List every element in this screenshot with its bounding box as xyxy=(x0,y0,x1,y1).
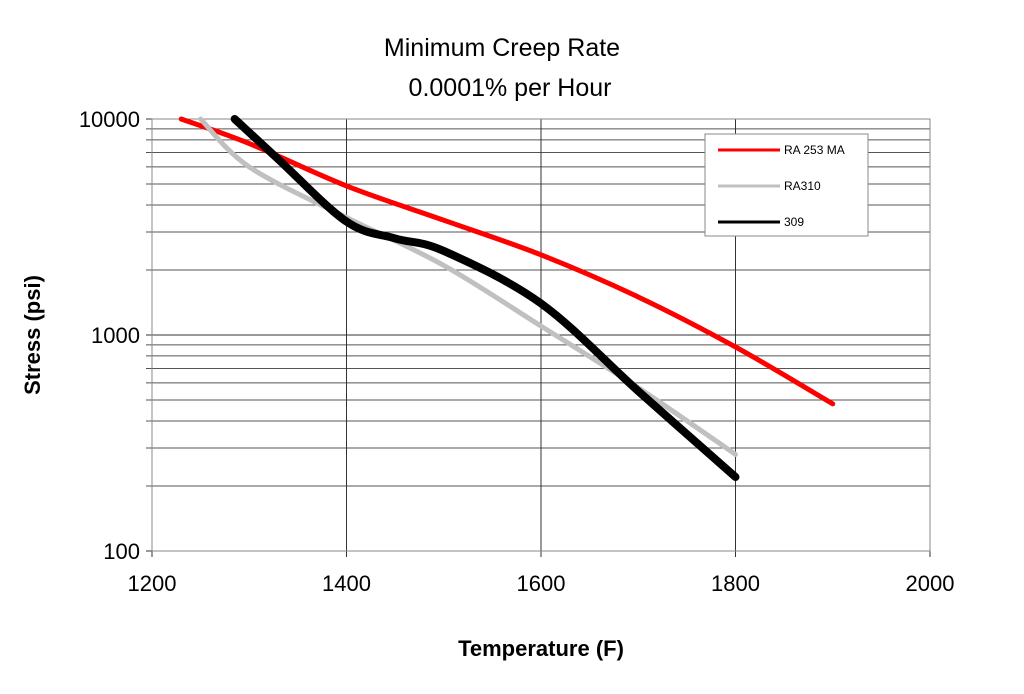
x-tick-labels: 1200 1400 1600 1800 2000 xyxy=(128,571,955,596)
series-line-309 xyxy=(230,115,740,482)
x-tick-label: 1600 xyxy=(517,571,566,596)
y-tick-label: 10000 xyxy=(79,107,140,132)
x-tick-label: 1800 xyxy=(711,571,760,596)
legend-label: RA310 xyxy=(784,179,821,193)
chart-title: Minimum Creep Rate xyxy=(384,34,620,62)
x-axis-label: Temperature (F) xyxy=(458,636,624,661)
x-tick-label: 1400 xyxy=(322,571,371,596)
x-tick-label: 1200 xyxy=(128,571,177,596)
y-tick-labels: 100 1000 10000 xyxy=(79,107,140,564)
series-lines xyxy=(178,115,836,482)
legend-label: RA 253 MA xyxy=(784,143,845,157)
plot-area xyxy=(151,118,931,552)
y-axis-label: Stress (psi) xyxy=(20,275,45,395)
legend: RA 253 MA RA310 309 xyxy=(704,133,869,237)
x-tick-label: 2000 xyxy=(906,571,955,596)
legend-label: 309 xyxy=(784,215,804,229)
y-tick-label: 100 xyxy=(103,539,140,564)
chart-subtitle: 0.0001% per Hour xyxy=(409,74,612,102)
y-tick-label: 1000 xyxy=(91,323,140,348)
